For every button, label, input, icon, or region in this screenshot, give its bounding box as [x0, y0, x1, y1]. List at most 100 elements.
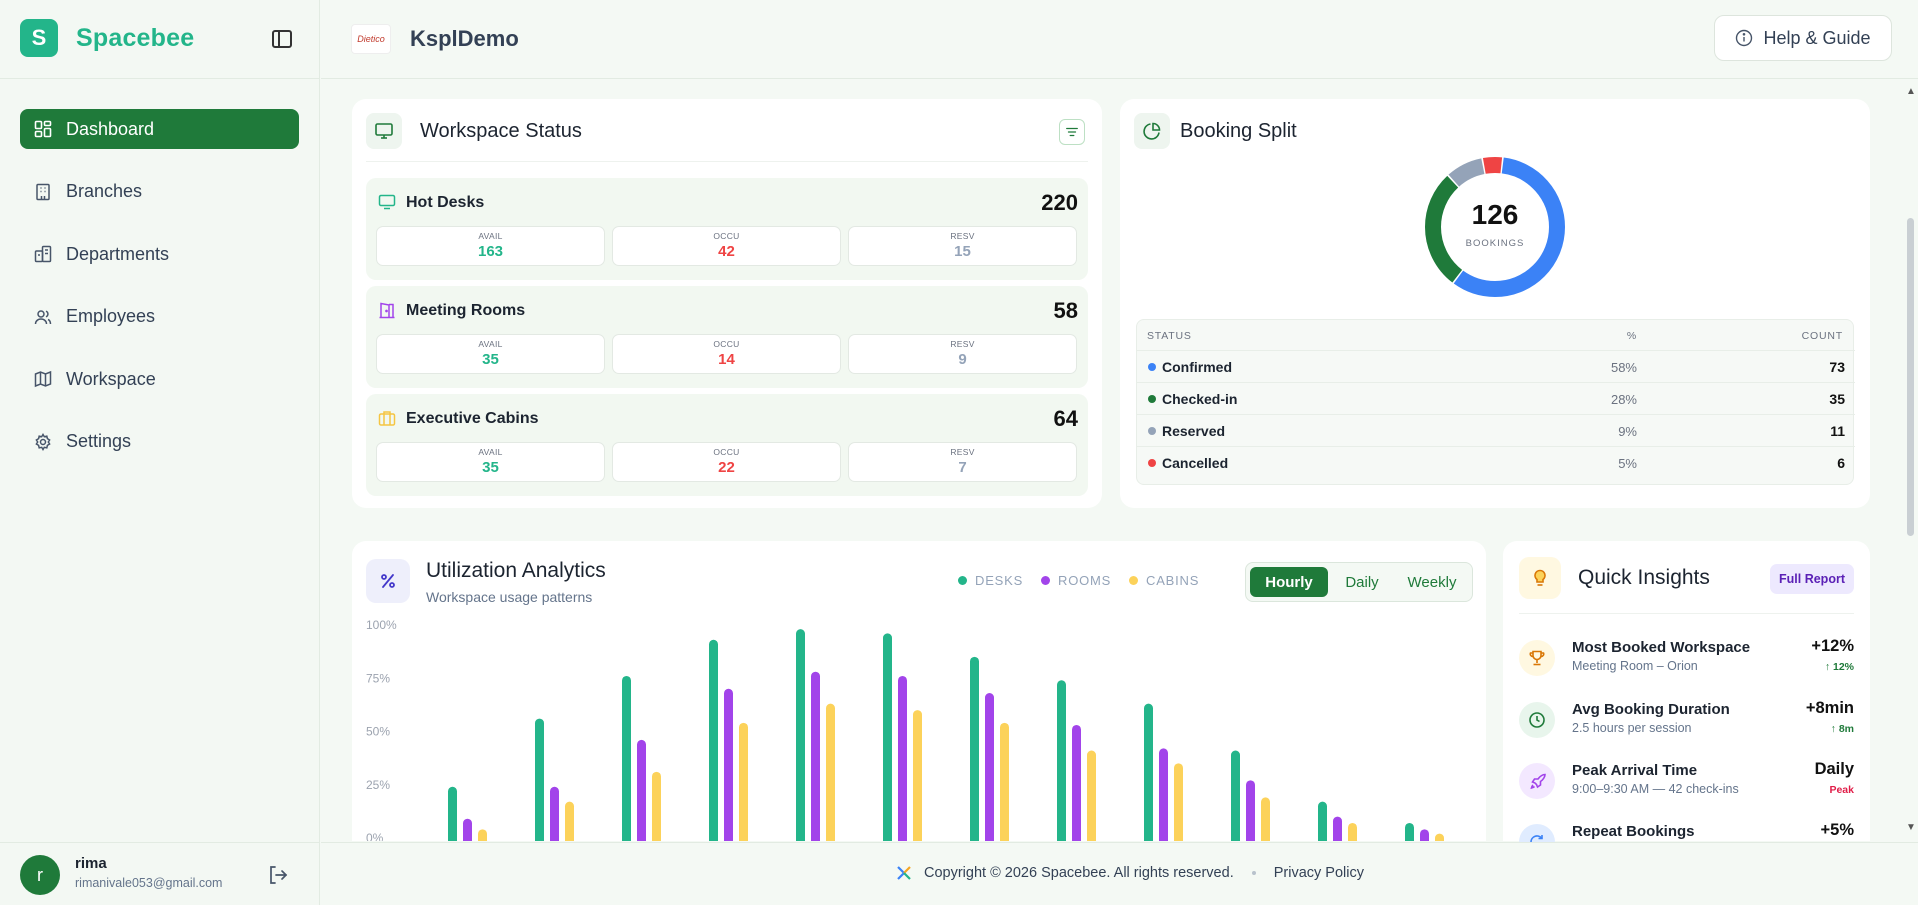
- bar-desks-6[interactable]: [970, 656, 979, 841]
- bar-rooms-11[interactable]: [1420, 829, 1429, 841]
- topbar: Dietico KsplDemo Help & Guide: [321, 0, 1918, 79]
- map-icon: [34, 371, 52, 388]
- sidebar-item-employees[interactable]: Employees: [20, 297, 299, 337]
- scrollbar-thumb[interactable]: [1907, 218, 1914, 536]
- scroll-down-arrow-icon[interactable]: ▼: [1906, 822, 1916, 833]
- insight-item[interactable]: Most Booked Workspace Meeting Room – Ori…: [1519, 634, 1854, 684]
- stat-label: OCCU: [713, 447, 740, 457]
- status-name: Confirmed: [1162, 359, 1232, 375]
- logout-icon[interactable]: [267, 864, 289, 886]
- bar-cabins-3[interactable]: [739, 722, 748, 841]
- bar-desks-2[interactable]: [622, 675, 631, 841]
- sidebar-nav: Dashboard Branches Departments Employees…: [20, 109, 299, 485]
- bar-desks-4[interactable]: [796, 629, 805, 841]
- footer-separator: [1251, 871, 1256, 875]
- bar-rooms-6[interactable]: [985, 693, 994, 841]
- sidebar-item-departments[interactable]: Departments: [20, 234, 299, 274]
- insight-value: +5%: [1820, 821, 1854, 839]
- bar-rooms-0[interactable]: [463, 818, 472, 841]
- stat-label: OCCU: [713, 339, 740, 349]
- insight-value: +8min: [1805, 699, 1854, 717]
- bar-desks-11[interactable]: [1405, 822, 1414, 841]
- bar-cabins-8[interactable]: [1174, 763, 1183, 841]
- legend-label: CABINS: [1146, 573, 1200, 588]
- door-icon: [379, 302, 395, 319]
- sidebar-toggle-icon[interactable]: [270, 28, 294, 50]
- sidebar-item-label: Branches: [66, 181, 143, 202]
- stat-avail: AVAIL 35: [376, 442, 605, 482]
- divider: [366, 161, 1088, 162]
- bar-desks-3[interactable]: [709, 639, 718, 841]
- gear-icon: [35, 432, 51, 451]
- utilization-title: Utilization Analytics: [426, 559, 606, 582]
- bar-cabins-0[interactable]: [478, 829, 487, 841]
- bar-desks-9[interactable]: [1231, 750, 1240, 841]
- bar-cabins-2[interactable]: [652, 771, 661, 841]
- full-report-button[interactable]: Full Report: [1770, 564, 1854, 594]
- bar-cabins-5[interactable]: [913, 710, 922, 841]
- quick-insights-title: Quick Insights: [1578, 566, 1710, 589]
- clock-icon: [1519, 702, 1555, 738]
- bar-desks-5[interactable]: [883, 633, 892, 841]
- booking-split-card: Booking Split 126 BOOKINGS STATUS % COUN…: [1120, 99, 1870, 508]
- sidebar-item-workspace[interactable]: Workspace: [20, 359, 299, 399]
- sidebar-item-label: Workspace: [66, 368, 156, 389]
- bar-desks-0[interactable]: [448, 786, 457, 841]
- stat-value: 35: [482, 459, 499, 476]
- page-scrollbar[interactable]: ▲ ▼: [1903, 80, 1918, 842]
- bar-cabins-1[interactable]: [565, 801, 574, 841]
- bar-rooms-1[interactable]: [550, 786, 559, 841]
- sidebar-item-settings[interactable]: Settings: [20, 422, 299, 462]
- bar-desks-10[interactable]: [1318, 801, 1327, 841]
- avatar[interactable]: r: [20, 855, 60, 895]
- insight-subtitle: 9:00–9:30 AM — 42 check-ins: [1572, 782, 1739, 796]
- bar-cabins-11[interactable]: [1435, 833, 1444, 841]
- help-guide-label: Help & Guide: [1763, 27, 1871, 48]
- bar-desks-8[interactable]: [1144, 703, 1153, 841]
- bar-rooms-8[interactable]: [1159, 748, 1168, 841]
- workspace-group-hot-desks[interactable]: Hot Desks 220 AVAIL 163 OCCU 42 RESV 15: [366, 178, 1088, 280]
- brand[interactable]: S Spacebee: [20, 19, 194, 57]
- tab-hourly[interactable]: Hourly: [1250, 567, 1328, 597]
- workspace-group-executive-cabins[interactable]: Executive Cabins 64 AVAIL 35 OCCU 22 RESV 7: [366, 394, 1088, 496]
- legend-label: DESKS: [975, 573, 1024, 588]
- bar-cabins-9[interactable]: [1261, 797, 1270, 841]
- bar-cabins-4[interactable]: [826, 703, 835, 841]
- insight-item[interactable]: Avg Booking Duration 2.5 hours per sessi…: [1519, 696, 1854, 746]
- insight-delta: Peak: [1829, 784, 1854, 796]
- tab-daily[interactable]: Daily: [1345, 573, 1379, 591]
- column-header-count: COUNT: [1801, 330, 1843, 342]
- bar-cabins-10[interactable]: [1348, 822, 1357, 841]
- bar-desks-1[interactable]: [535, 718, 544, 841]
- status-dot: [1148, 395, 1156, 403]
- tab-weekly[interactable]: Weekly: [1407, 573, 1457, 591]
- table-row: Reserved 9% 11: [1137, 414, 1855, 446]
- sidebar-item-dashboard[interactable]: Dashboard: [20, 109, 299, 149]
- bar-rooms-10[interactable]: [1333, 816, 1342, 841]
- bar-rooms-3[interactable]: [724, 688, 733, 841]
- help-guide-button[interactable]: Help & Guide: [1714, 15, 1892, 61]
- scroll-up-arrow-icon[interactable]: ▲: [1906, 86, 1916, 97]
- bar-desks-7[interactable]: [1057, 680, 1066, 841]
- stat-label: AVAIL: [478, 231, 503, 241]
- rocket-icon: [1519, 763, 1555, 799]
- utilization-bar-chart: 100% 75% 50% 25% 0%: [366, 618, 1444, 841]
- bar-rooms-5[interactable]: [898, 675, 907, 841]
- privacy-policy-link[interactable]: Privacy Policy: [1273, 865, 1364, 881]
- bar-rooms-9[interactable]: [1246, 780, 1255, 841]
- sidebar-item-branches[interactable]: Branches: [20, 172, 299, 212]
- status-pct: 28%: [1610, 392, 1637, 407]
- insight-item[interactable]: Peak Arrival Time 9:00–9:30 AM — 42 chec…: [1519, 757, 1854, 807]
- workspace-group-meeting-rooms[interactable]: Meeting Rooms 58 AVAIL 35 OCCU 14 RESV 9: [366, 286, 1088, 388]
- bar-rooms-7[interactable]: [1072, 724, 1081, 841]
- status-count: 6: [1837, 455, 1845, 471]
- bar-rooms-2[interactable]: [637, 739, 646, 841]
- insight-title: Avg Booking Duration: [1572, 701, 1730, 718]
- bar-rooms-4[interactable]: [811, 671, 820, 841]
- insight-delta: ↑ 8m: [1830, 723, 1854, 735]
- filter-icon[interactable]: [1059, 119, 1085, 145]
- bar-cabins-6[interactable]: [1000, 722, 1009, 841]
- workspace-status-title: Workspace Status: [420, 119, 582, 142]
- group-total: 220: [1041, 190, 1078, 215]
- bar-cabins-7[interactable]: [1087, 750, 1096, 841]
